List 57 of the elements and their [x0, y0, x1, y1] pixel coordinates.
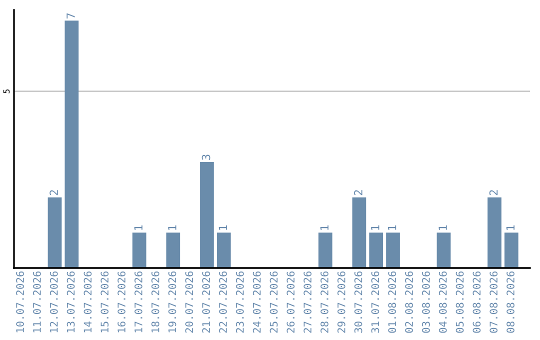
bar: [48, 197, 62, 268]
x-tick-label: 16.07.2026: [118, 271, 126, 332]
x-tick-label: 12.07.2026: [50, 271, 58, 332]
x-tick-label: 26.07.2026: [286, 271, 295, 333]
x-tick-label: 04.08.2026: [438, 271, 447, 333]
data-label: 1: [320, 225, 328, 230]
bar: [216, 232, 231, 268]
bar: [369, 232, 384, 268]
x-tick-label: 06.08.2026: [472, 271, 481, 333]
x-tick-label: 25.07.2026: [270, 271, 278, 333]
x-tick-label: 08.08.2026: [506, 271, 514, 333]
x-tick-label: 10.07.2026: [16, 271, 24, 332]
data-label: 2: [50, 190, 58, 196]
data-label: 1: [168, 225, 176, 230]
bar: [318, 232, 332, 268]
data-label: 1: [506, 225, 514, 230]
bar: [436, 232, 451, 268]
x-tick-label: 07.08.2026: [490, 271, 498, 333]
bar: [504, 232, 518, 268]
data-label: 1: [218, 225, 227, 230]
x-tick-label: 18.07.2026: [151, 271, 160, 332]
x-tick-label: 19.07.2026: [168, 271, 176, 332]
data-label: 1: [438, 225, 447, 230]
x-tick-label: 23.07.2026: [236, 271, 244, 333]
x-tick-label: 24.07.2026: [252, 271, 261, 333]
x-tick-label: 28.07.2026: [320, 271, 328, 333]
x-tick-label: 17.07.2026: [134, 271, 142, 332]
x-tick-label: 20.07.2026: [185, 271, 194, 333]
x-tick-label: 31.07.2026: [371, 271, 380, 333]
data-label: 1: [388, 225, 396, 230]
data-label: 1: [134, 225, 142, 230]
data-label: 7: [66, 13, 75, 18]
x-tick-label: 21.07.2026: [202, 271, 210, 333]
bar: [132, 232, 146, 268]
bar: [488, 197, 502, 268]
x-tick-label: 03.08.2026: [422, 271, 430, 333]
data-label: 2: [354, 190, 362, 196]
x-tick-label: 15.07.2026: [100, 271, 109, 332]
x-tick-label: 01.08.2026: [388, 271, 396, 333]
data-label: 3: [202, 154, 210, 160]
x-tick-label: 13.07.2026: [66, 271, 75, 332]
bar: [64, 20, 79, 268]
bar: [200, 162, 214, 268]
x-tick-label: 29.07.2026: [337, 271, 346, 333]
x-tick-label: 30.07.2026: [354, 271, 362, 333]
data-label: 2: [489, 190, 498, 196]
bar: [352, 197, 366, 268]
data-label: 1: [371, 225, 380, 230]
x-tick-label: 02.08.2026: [405, 271, 413, 333]
bar: [386, 232, 400, 268]
x-tick-label: 22.07.2026: [219, 271, 227, 333]
x-tick-label: 27.07.2026: [304, 271, 312, 333]
x-tick-label: 05.08.2026: [456, 271, 464, 333]
y-tick-label: 5: [3, 89, 10, 94]
x-tick-label: 14.07.2026: [84, 271, 92, 332]
x-tick-label: 11.07.2026: [33, 271, 41, 332]
bar: [166, 232, 180, 268]
